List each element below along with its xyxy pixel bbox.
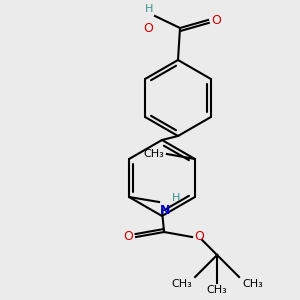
Text: CH₃: CH₃	[207, 285, 227, 295]
Text: O: O	[123, 230, 133, 244]
Text: CH₃: CH₃	[143, 149, 164, 159]
Text: O: O	[211, 14, 221, 26]
Text: O: O	[143, 22, 153, 35]
Text: H: H	[172, 193, 181, 203]
Text: CH₃: CH₃	[171, 279, 192, 289]
Text: H: H	[145, 4, 153, 14]
Text: O: O	[194, 230, 204, 244]
Text: CH₃: CH₃	[242, 279, 263, 289]
Text: N: N	[160, 204, 170, 217]
